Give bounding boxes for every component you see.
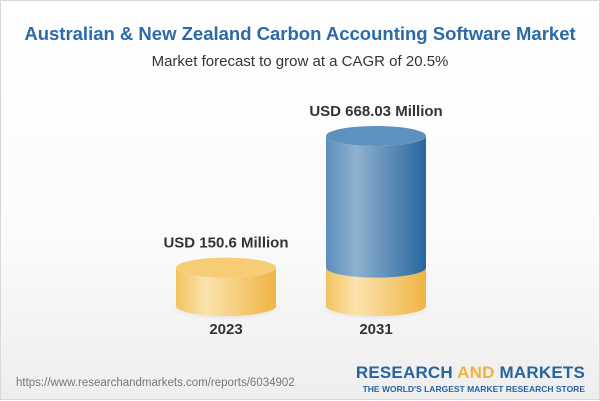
bar-2031-growth-top xyxy=(326,126,426,146)
category-label: 2023 xyxy=(209,321,242,338)
category-label: 2031 xyxy=(359,321,392,338)
data-label: USD 150.6 Million xyxy=(163,235,288,252)
data-label: USD 668.03 Million xyxy=(309,103,442,120)
logo-text-and: AND xyxy=(457,363,495,382)
logo-text: RESEARCH xyxy=(355,363,458,382)
chart-title: Australian & New Zealand Carbon Accounti… xyxy=(24,23,576,44)
bar-2031-base-body xyxy=(326,267,426,316)
source-url[interactable]: https://www.researchandmarkets.com/repor… xyxy=(16,377,295,389)
bar-2023-top xyxy=(176,257,276,278)
research-and-markets-logo: RESEARCH AND MARKETS THE WORLD'S LARGEST… xyxy=(356,363,585,394)
chart-subtitle: Market forecast to grow at a CAGR of 20.… xyxy=(151,53,449,70)
bar-2023-body xyxy=(176,267,276,316)
logo-tagline: THE WORLD'S LARGEST MARKET RESEARCH STOR… xyxy=(362,384,585,394)
logo-text-markets: MARKETS xyxy=(494,363,585,382)
bar-2031-growth-body xyxy=(326,136,426,278)
